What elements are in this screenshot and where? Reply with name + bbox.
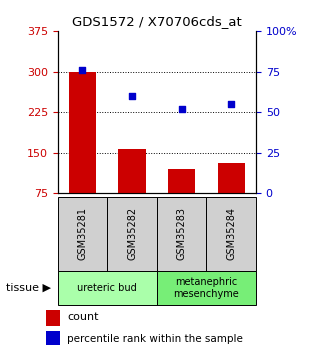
Text: tissue ▶: tissue ▶	[6, 283, 51, 293]
Text: percentile rank within the sample: percentile rank within the sample	[67, 334, 243, 344]
Point	[228, 101, 234, 107]
Bar	[46, 331, 60, 345]
Bar	[118, 149, 146, 193]
Text: GSM35281: GSM35281	[77, 207, 87, 260]
Bar	[218, 164, 245, 193]
Bar	[69, 71, 96, 193]
Bar	[46, 310, 60, 326]
Text: ureteric bud: ureteric bud	[77, 283, 137, 293]
Text: GSM35284: GSM35284	[226, 207, 236, 260]
Bar	[58, 271, 157, 305]
Title: GDS1572 / X70706cds_at: GDS1572 / X70706cds_at	[72, 16, 242, 29]
Bar	[107, 197, 157, 271]
Bar	[157, 271, 256, 305]
Bar	[168, 169, 195, 193]
Bar	[157, 197, 206, 271]
Point	[80, 67, 85, 73]
Text: metanephric
mesenchyme: metanephric mesenchyme	[173, 277, 239, 299]
Point	[129, 93, 135, 99]
Bar	[206, 197, 256, 271]
Point	[179, 106, 184, 112]
Text: GSM35283: GSM35283	[177, 207, 187, 260]
Text: GSM35282: GSM35282	[127, 207, 137, 260]
Text: count: count	[67, 313, 99, 323]
Bar	[58, 197, 107, 271]
